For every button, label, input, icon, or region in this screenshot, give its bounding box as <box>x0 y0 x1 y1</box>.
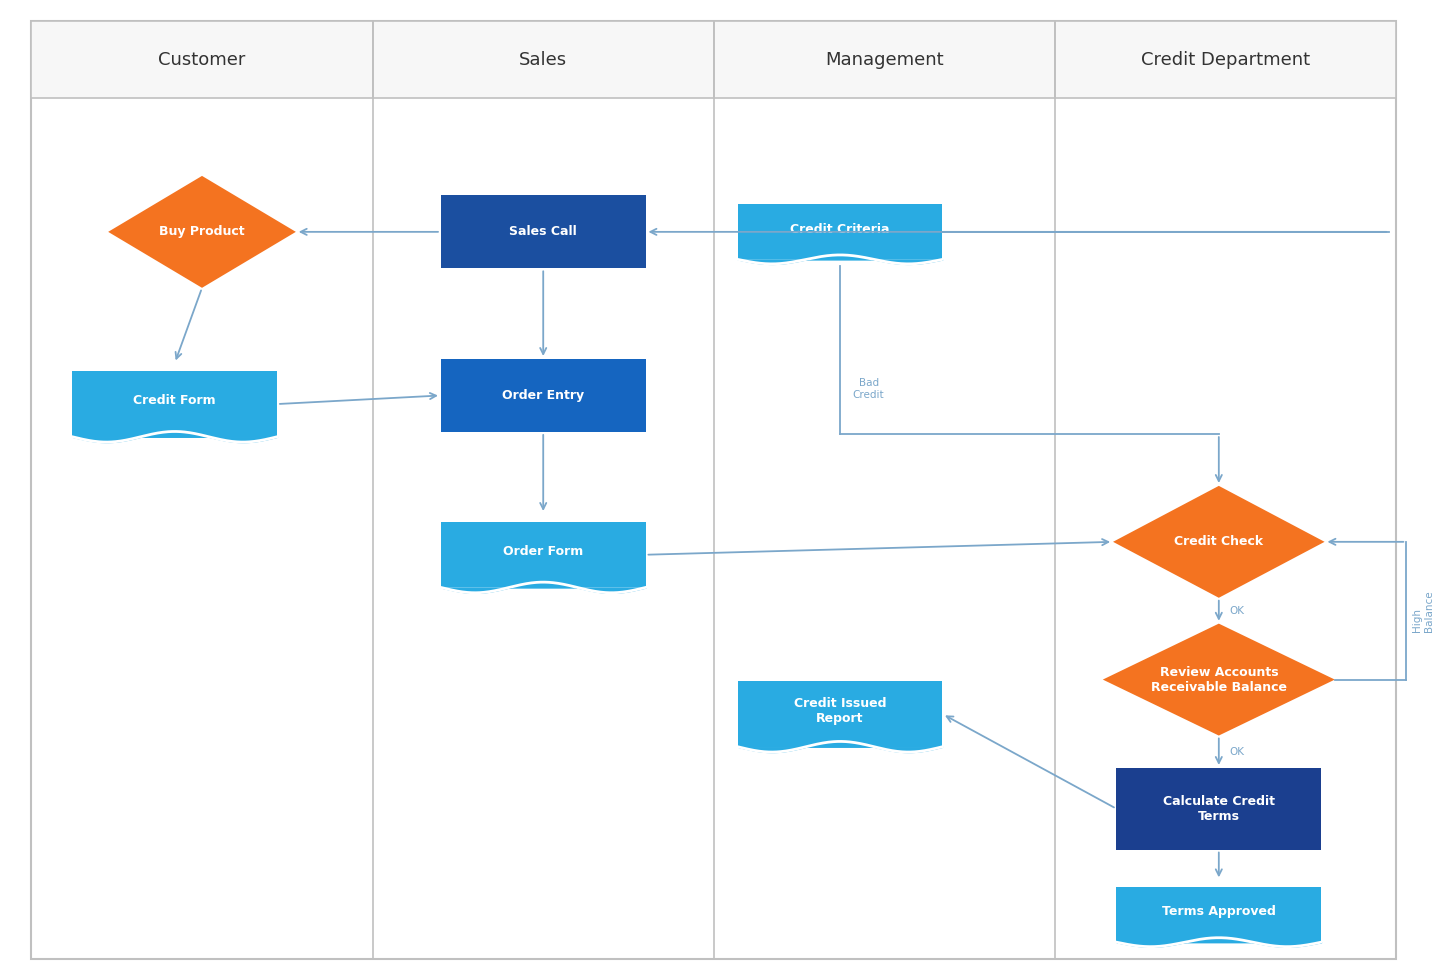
FancyBboxPatch shape <box>441 522 645 587</box>
Text: Credit Issued
Report: Credit Issued Report <box>793 697 887 725</box>
Polygon shape <box>108 176 296 288</box>
Text: Management: Management <box>825 51 944 69</box>
Text: Bad
Credit: Bad Credit <box>852 378 884 400</box>
Text: Sales: Sales <box>519 51 568 69</box>
Text: OK: OK <box>1229 746 1244 757</box>
Text: Customer: Customer <box>158 51 246 69</box>
Text: OK: OK <box>1229 606 1244 616</box>
FancyBboxPatch shape <box>441 195 645 269</box>
Text: Calculate Credit
Terms: Calculate Credit Terms <box>1163 794 1275 823</box>
Text: Credit Department: Credit Department <box>1141 51 1311 69</box>
Polygon shape <box>1114 486 1325 598</box>
Bar <box>1055 21 1397 99</box>
Text: Credit Check: Credit Check <box>1174 535 1263 548</box>
Text: Review Accounts
Receivable Balance: Review Accounts Receivable Balance <box>1151 665 1286 694</box>
FancyBboxPatch shape <box>1117 768 1321 850</box>
Text: Order Form: Order Form <box>503 545 583 558</box>
Text: Order Entry: Order Entry <box>502 389 585 402</box>
Bar <box>372 21 714 99</box>
FancyBboxPatch shape <box>441 359 645 432</box>
Text: Sales Call: Sales Call <box>509 226 578 238</box>
FancyBboxPatch shape <box>737 681 943 746</box>
FancyBboxPatch shape <box>737 204 943 260</box>
Text: Terms Approved: Terms Approved <box>1163 906 1276 918</box>
Bar <box>714 21 1055 99</box>
FancyBboxPatch shape <box>72 371 277 437</box>
Text: Buy Product: Buy Product <box>160 226 244 238</box>
Text: Credit Criteria: Credit Criteria <box>790 223 890 235</box>
Bar <box>32 21 372 99</box>
FancyBboxPatch shape <box>1117 887 1321 942</box>
Text: Credit Form: Credit Form <box>134 395 216 407</box>
Polygon shape <box>1102 623 1335 736</box>
Text: High
Balance: High Balance <box>1413 590 1434 631</box>
